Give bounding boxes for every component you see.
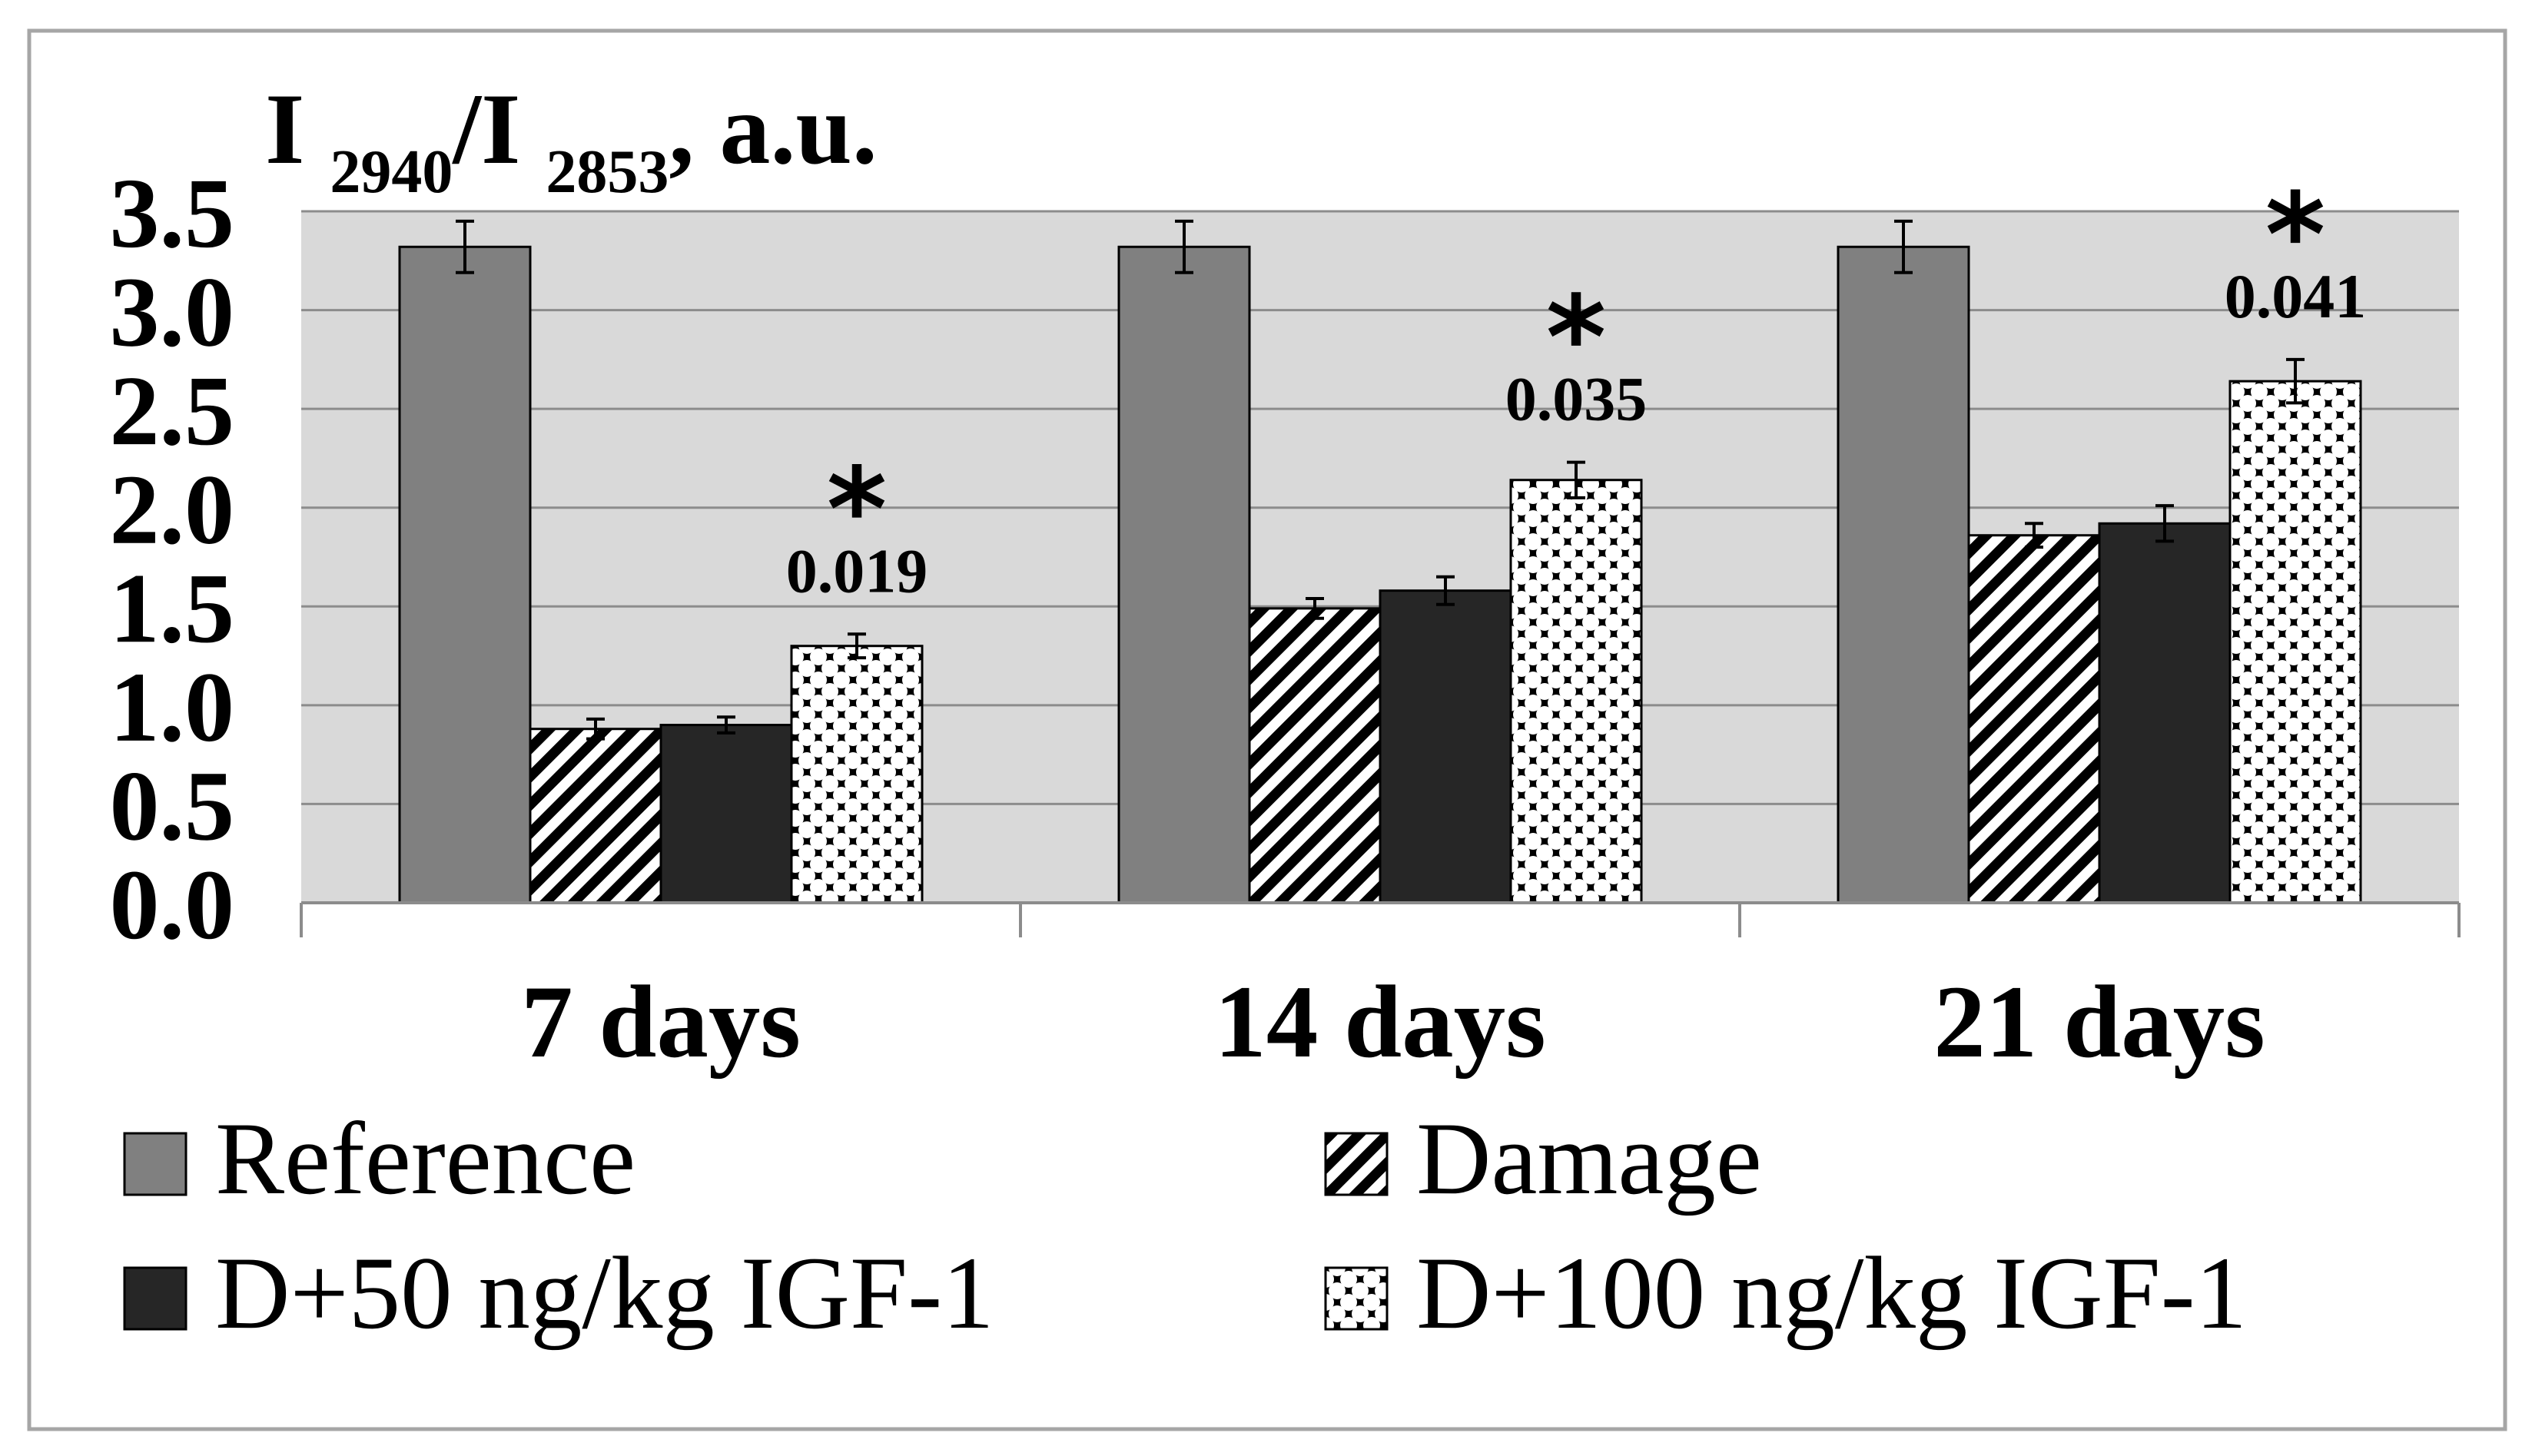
y-tick-label: 3.0 xyxy=(110,257,235,368)
x-axis-labels: 7 days 14 days 21 days xyxy=(521,965,2265,1080)
bar xyxy=(1509,479,1643,904)
legend-label: Reference xyxy=(215,1102,635,1216)
y-tick-label: 2.0 xyxy=(110,455,235,565)
bar xyxy=(529,728,662,904)
legend-swatch xyxy=(123,1266,187,1331)
legend-swatch xyxy=(1324,1132,1389,1196)
y-tick-label: 1.0 xyxy=(110,652,235,763)
bar xyxy=(1967,534,2101,904)
legend-label: D+50 ng/kg IGF-1 xyxy=(215,1236,994,1351)
y-title-sub-1: 2940 xyxy=(330,138,453,206)
y-title-tail: , a.u. xyxy=(669,72,877,185)
bars xyxy=(398,245,2362,904)
error-bars xyxy=(456,219,2305,741)
y-tick-label: 3.5 xyxy=(110,158,235,269)
bar xyxy=(398,245,532,904)
y-tick-label: 0.0 xyxy=(110,850,235,960)
significance-annotations: 0.019*0.035* 0.041* xyxy=(786,169,2367,605)
y-title-main-2: /I xyxy=(451,72,546,185)
p-value-label: 0.019 xyxy=(786,536,928,605)
legend-swatch xyxy=(1324,1266,1389,1331)
y-axis-ticks: 0.00.51.01.52.02.53.03.5 xyxy=(110,158,235,960)
y-tick-label: 2.5 xyxy=(110,356,235,466)
legend-label: Damage xyxy=(1416,1102,1762,1216)
significance-star: * xyxy=(2265,169,2325,303)
y-tick-label: 0.5 xyxy=(110,751,235,861)
x-tick-label: 14 days xyxy=(1214,965,1545,1080)
bar xyxy=(2098,522,2232,904)
significance-star: * xyxy=(827,443,887,577)
significance-star: * xyxy=(1546,272,1606,406)
legend-swatch xyxy=(123,1132,187,1196)
bar xyxy=(1248,607,1382,904)
x-axis xyxy=(300,901,2461,937)
legend: Reference Damage D+50 ng/kg IGF-1 D+100 ng/… xyxy=(123,1102,2247,1351)
p-value-label: 0.041 xyxy=(2225,261,2367,331)
bar xyxy=(659,724,793,904)
legend-label: D+100 ng/kg IGF-1 xyxy=(1416,1236,2247,1351)
bar xyxy=(1837,245,1970,904)
y-title-main-1: I xyxy=(265,72,330,185)
x-tick-label: 21 days xyxy=(1933,965,2265,1080)
bar xyxy=(1117,245,1251,904)
p-value-label: 0.035 xyxy=(1505,364,1648,434)
bar xyxy=(790,645,924,904)
y-axis-title: I 2940/I 2853, a.u. xyxy=(265,72,878,206)
y-title-sub-2: 2853 xyxy=(546,138,669,206)
y-tick-label: 1.5 xyxy=(110,553,235,664)
bar xyxy=(1379,589,1512,904)
x-tick-label: 7 days xyxy=(521,965,801,1080)
bar xyxy=(2228,380,2362,904)
